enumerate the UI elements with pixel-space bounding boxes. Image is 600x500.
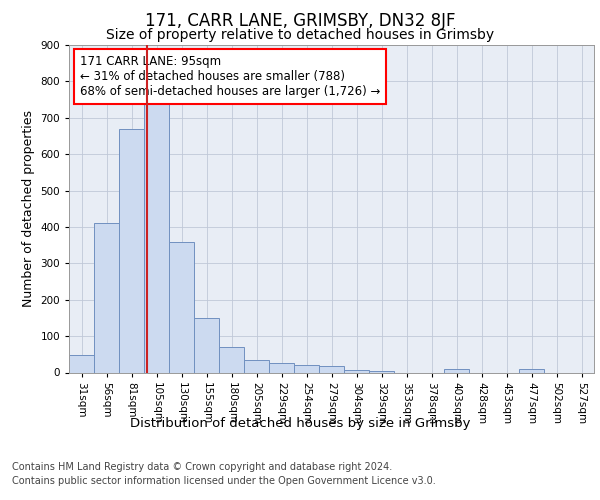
- Text: Distribution of detached houses by size in Grimsby: Distribution of detached houses by size …: [130, 418, 470, 430]
- Text: 171, CARR LANE, GRIMSBY, DN32 8JF: 171, CARR LANE, GRIMSBY, DN32 8JF: [145, 12, 455, 30]
- Bar: [369, 370, 394, 372]
- Bar: [444, 369, 469, 372]
- Text: Contains public sector information licensed under the Open Government Licence v3: Contains public sector information licen…: [12, 476, 436, 486]
- Bar: [344, 370, 369, 372]
- Text: Contains HM Land Registry data © Crown copyright and database right 2024.: Contains HM Land Registry data © Crown c…: [12, 462, 392, 472]
- Text: Size of property relative to detached houses in Grimsby: Size of property relative to detached ho…: [106, 28, 494, 42]
- Bar: [519, 369, 544, 372]
- Bar: [269, 362, 294, 372]
- Y-axis label: Number of detached properties: Number of detached properties: [22, 110, 35, 307]
- Text: 171 CARR LANE: 95sqm
← 31% of detached houses are smaller (788)
68% of semi-deta: 171 CARR LANE: 95sqm ← 31% of detached h…: [79, 55, 380, 98]
- Bar: [119, 128, 144, 372]
- Bar: [319, 366, 344, 372]
- Bar: [244, 360, 269, 372]
- Bar: [219, 347, 244, 372]
- Bar: [194, 318, 219, 372]
- Bar: [294, 365, 319, 372]
- Bar: [169, 242, 194, 372]
- Bar: [94, 224, 119, 372]
- Bar: [144, 100, 169, 372]
- Bar: [69, 355, 94, 372]
